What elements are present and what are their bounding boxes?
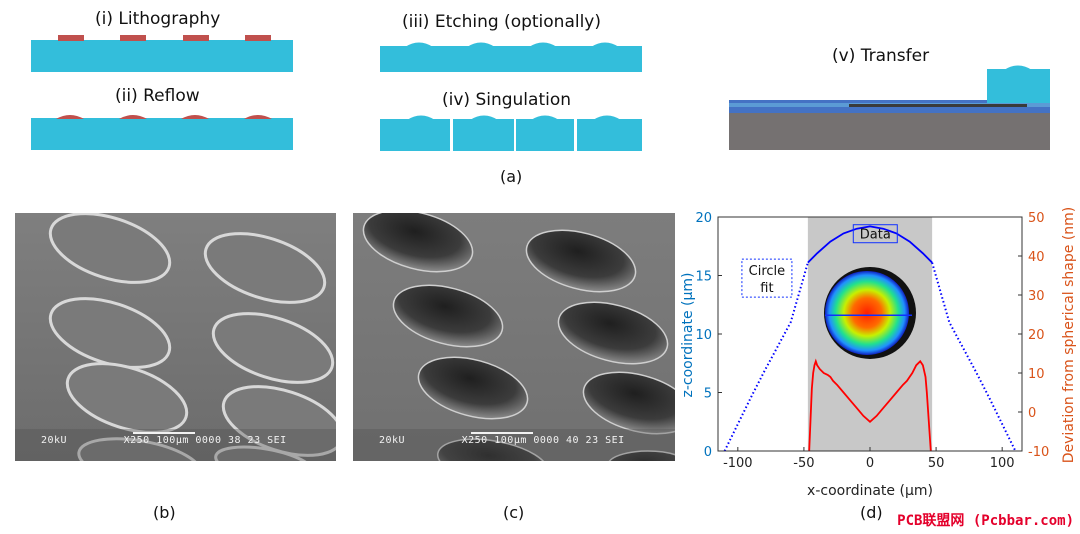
panel-c-letter: (c) [503,503,525,522]
panel-a-letter: (a) [500,167,523,186]
y-left-tick-label: 15 [695,270,712,285]
x-tick-label: -50 [793,456,814,471]
etching-diagram [380,42,642,72]
sem-b-scale-unit: μm [175,435,189,446]
step-5-label: (v) Transfer [832,46,930,66]
y-left-tick-label: 5 [704,387,712,402]
watermark: PCB联盟网 (Pcbbar.com) [897,513,1074,529]
sem-c-kv: 20kU [379,435,406,446]
y-left-tick-label: 10 [695,328,712,343]
circle-fit-annotation-box [741,258,793,298]
inset-heatmap [825,270,909,355]
circle-fit-annotation-line2: fit [760,281,773,296]
step-1-label: (i) Lithography [95,9,221,29]
panel-d-letter: (d) [860,503,883,522]
y-right-tick-label: 20 [1028,328,1045,343]
y-right-tick-label: -10 [1028,445,1049,460]
sem-c-scale: 100 [494,435,514,446]
profile-chart: -100 -50 0 50 10005101520-1001020304050DataC… [680,207,1077,499]
transfer-diagram [729,65,1050,150]
y-right-tick-label: 40 [1028,250,1045,265]
step-3-label: (iii) Etching (optionally) [402,12,602,32]
sem-b-scale: 100 [156,435,176,446]
y-axis-left-label: z-coordinate (μm) [680,273,696,398]
y-axis-right-label: Deviation from spherical shape (nm) [1061,207,1077,464]
x-tick-label: 100 [990,456,1015,471]
series-circle-fit-left [723,262,809,452]
panel-b-letter: (b) [153,503,176,522]
circle-fit-annotation-line1: Circle [749,264,786,279]
y-right-tick-label: 10 [1028,367,1045,382]
data-annotation: Data [860,228,891,243]
x-tick-label: -100 [723,456,753,471]
series-circle-fit-right [931,262,1017,452]
y-right-tick-label: 30 [1028,289,1045,304]
singulation-diagram [380,115,642,151]
step-4-label: (iv) Singulation [442,90,572,110]
sem-c-info: 0000 40 23 SEI [533,435,625,446]
data-annotation-box [852,224,898,244]
x-tick-label: 0 [866,456,874,471]
y-left-tick-label: 20 [695,211,712,226]
lithography-diagram [31,35,293,72]
y-right-tick-label: 50 [1028,211,1045,226]
sem-b-kv: 20kU [41,435,68,446]
sem-c-mag: X250 [461,435,488,446]
sem-b-lenses [15,213,336,461]
sem-b-info: 0000 38 23 SEI [195,435,287,446]
sem-b-mag: X250 [123,435,150,446]
series-deviation [808,358,932,452]
process-diagram [31,35,1050,151]
series-data [807,225,933,264]
x-axis-label: x-coordinate (μm) [807,483,933,499]
sem-c-scale-unit: μm [513,435,527,446]
y-right-tick-label: 0 [1028,406,1036,421]
reflow-diagram [31,115,293,150]
sem-image-b: 20kU X250 100μm 0000 38 23 SEI [15,213,336,461]
sem-image-c: 20kU X250 100μm 0000 40 23 SEI [353,213,675,461]
x-tick-label: 50 [928,456,945,471]
sem-c-lenses [353,213,675,461]
step-2-label: (ii) Reflow [115,86,200,106]
y-left-tick-label: 0 [704,445,712,460]
